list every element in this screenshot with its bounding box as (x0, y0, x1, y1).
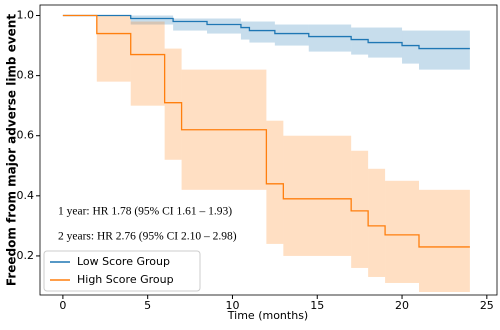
confidence-band (308, 24, 352, 52)
x-tick-label: 5 (144, 299, 151, 312)
confidence-band (96, 15, 131, 82)
x-tick-label: 0 (59, 299, 66, 312)
x-tick-label: 10 (225, 299, 239, 312)
confidence-band (249, 21, 275, 43)
confidence-band (351, 27, 369, 55)
survival-line (62, 14, 470, 50)
confidence-band (173, 18, 208, 31)
confidence-band (368, 168, 386, 277)
confidence-band (130, 21, 165, 106)
confidence-band (164, 48, 182, 160)
confidence-band (402, 30, 419, 64)
legend-label: Low Score Group (77, 255, 170, 268)
y-tick-label: 0.4 (17, 189, 35, 202)
legend-box (43, 250, 201, 292)
plot-frame (39, 4, 498, 296)
x-tick-label: 15 (310, 299, 324, 312)
x-tick-label: 25 (480, 299, 494, 312)
annotation: 2 years: HR 2.76 (95% CI 2.10 – 2.98) (58, 231, 237, 243)
confidence-band (130, 15, 174, 25)
legend-label: High Score Group (77, 273, 174, 286)
annotation: 1 year: HR 1.78 (95% CI 1.61 – 1.93) (58, 206, 232, 218)
confidence-band (418, 189, 470, 292)
confidence-band (351, 150, 369, 268)
y-tick-label: 0.8 (17, 69, 35, 82)
confidence-band (274, 24, 309, 46)
y-tick-label: 0.6 (17, 129, 35, 142)
confidence-band (266, 120, 284, 244)
survival-line (62, 14, 470, 248)
y-tick-label: 0.2 (17, 249, 35, 262)
confidence-band (418, 30, 470, 70)
x-tick-label: 20 (395, 299, 409, 312)
confidence-band (283, 135, 352, 256)
confidence-band (207, 18, 241, 34)
y-axis-label: Freedom from major adverse limb event (5, 14, 19, 286)
x-axis-label: Time (months) (227, 309, 308, 322)
y-tick-label: 1.0 (17, 9, 35, 22)
confidence-band (240, 21, 250, 40)
confidence-band (385, 180, 419, 283)
